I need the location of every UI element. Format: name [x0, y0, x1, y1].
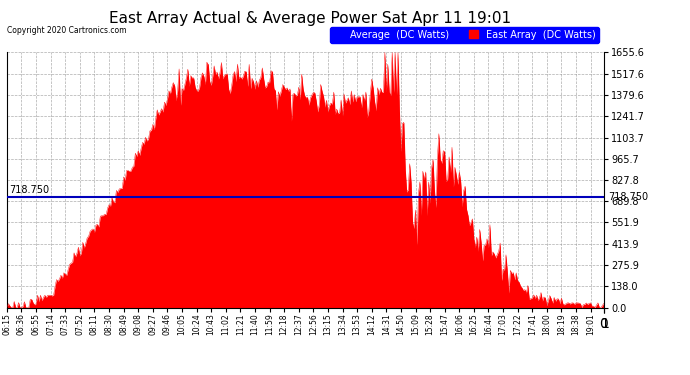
Text: East Array Actual & Average Power Sat Apr 11 19:01: East Array Actual & Average Power Sat Ap… — [110, 11, 511, 26]
Text: Copyright 2020 Cartronics.com: Copyright 2020 Cartronics.com — [7, 26, 126, 35]
Legend: Average  (DC Watts), East Array  (DC Watts): Average (DC Watts), East Array (DC Watts… — [330, 27, 599, 43]
Text: 718.750: 718.750 — [608, 192, 648, 202]
Text: 718.750: 718.750 — [10, 185, 50, 195]
